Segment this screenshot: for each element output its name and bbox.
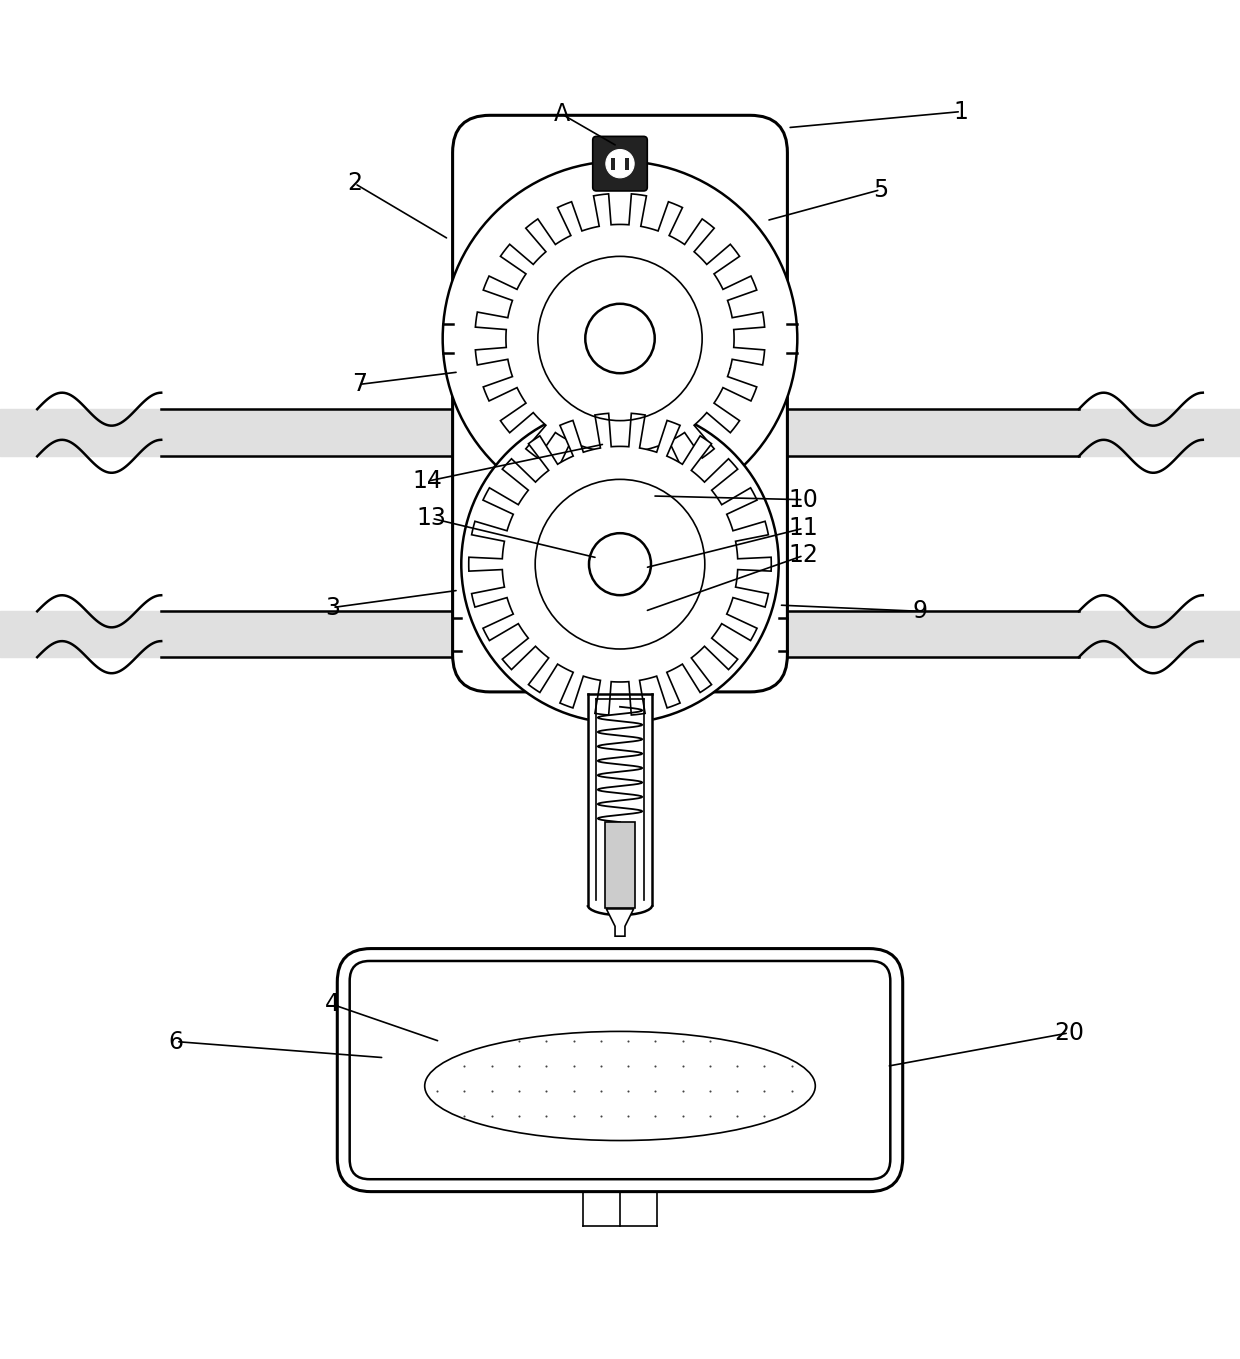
Text: 11: 11: [789, 516, 818, 541]
Polygon shape: [475, 194, 765, 484]
Polygon shape: [606, 909, 634, 936]
Circle shape: [606, 149, 634, 178]
Text: 2: 2: [347, 171, 362, 196]
Text: 13: 13: [417, 507, 446, 530]
Circle shape: [461, 405, 779, 723]
Text: 1: 1: [954, 99, 968, 124]
Text: 10: 10: [789, 488, 818, 512]
Bar: [625, 158, 629, 170]
Text: 6: 6: [169, 1030, 184, 1053]
FancyBboxPatch shape: [593, 136, 647, 192]
Circle shape: [585, 304, 655, 374]
Bar: [611, 158, 615, 170]
FancyBboxPatch shape: [350, 961, 890, 1180]
Text: 3: 3: [325, 595, 340, 620]
Text: 7: 7: [352, 372, 367, 397]
Text: 9: 9: [913, 599, 928, 624]
Polygon shape: [469, 413, 771, 715]
FancyBboxPatch shape: [337, 949, 903, 1192]
Circle shape: [443, 162, 797, 516]
Text: 14: 14: [413, 469, 443, 493]
Bar: [605, 822, 635, 908]
FancyBboxPatch shape: [453, 116, 787, 692]
Text: 20: 20: [1054, 1021, 1084, 1045]
Text: 12: 12: [789, 544, 818, 568]
Text: A: A: [553, 102, 570, 126]
Text: 4: 4: [325, 992, 340, 1017]
Text: 5: 5: [873, 178, 888, 201]
Circle shape: [589, 533, 651, 595]
